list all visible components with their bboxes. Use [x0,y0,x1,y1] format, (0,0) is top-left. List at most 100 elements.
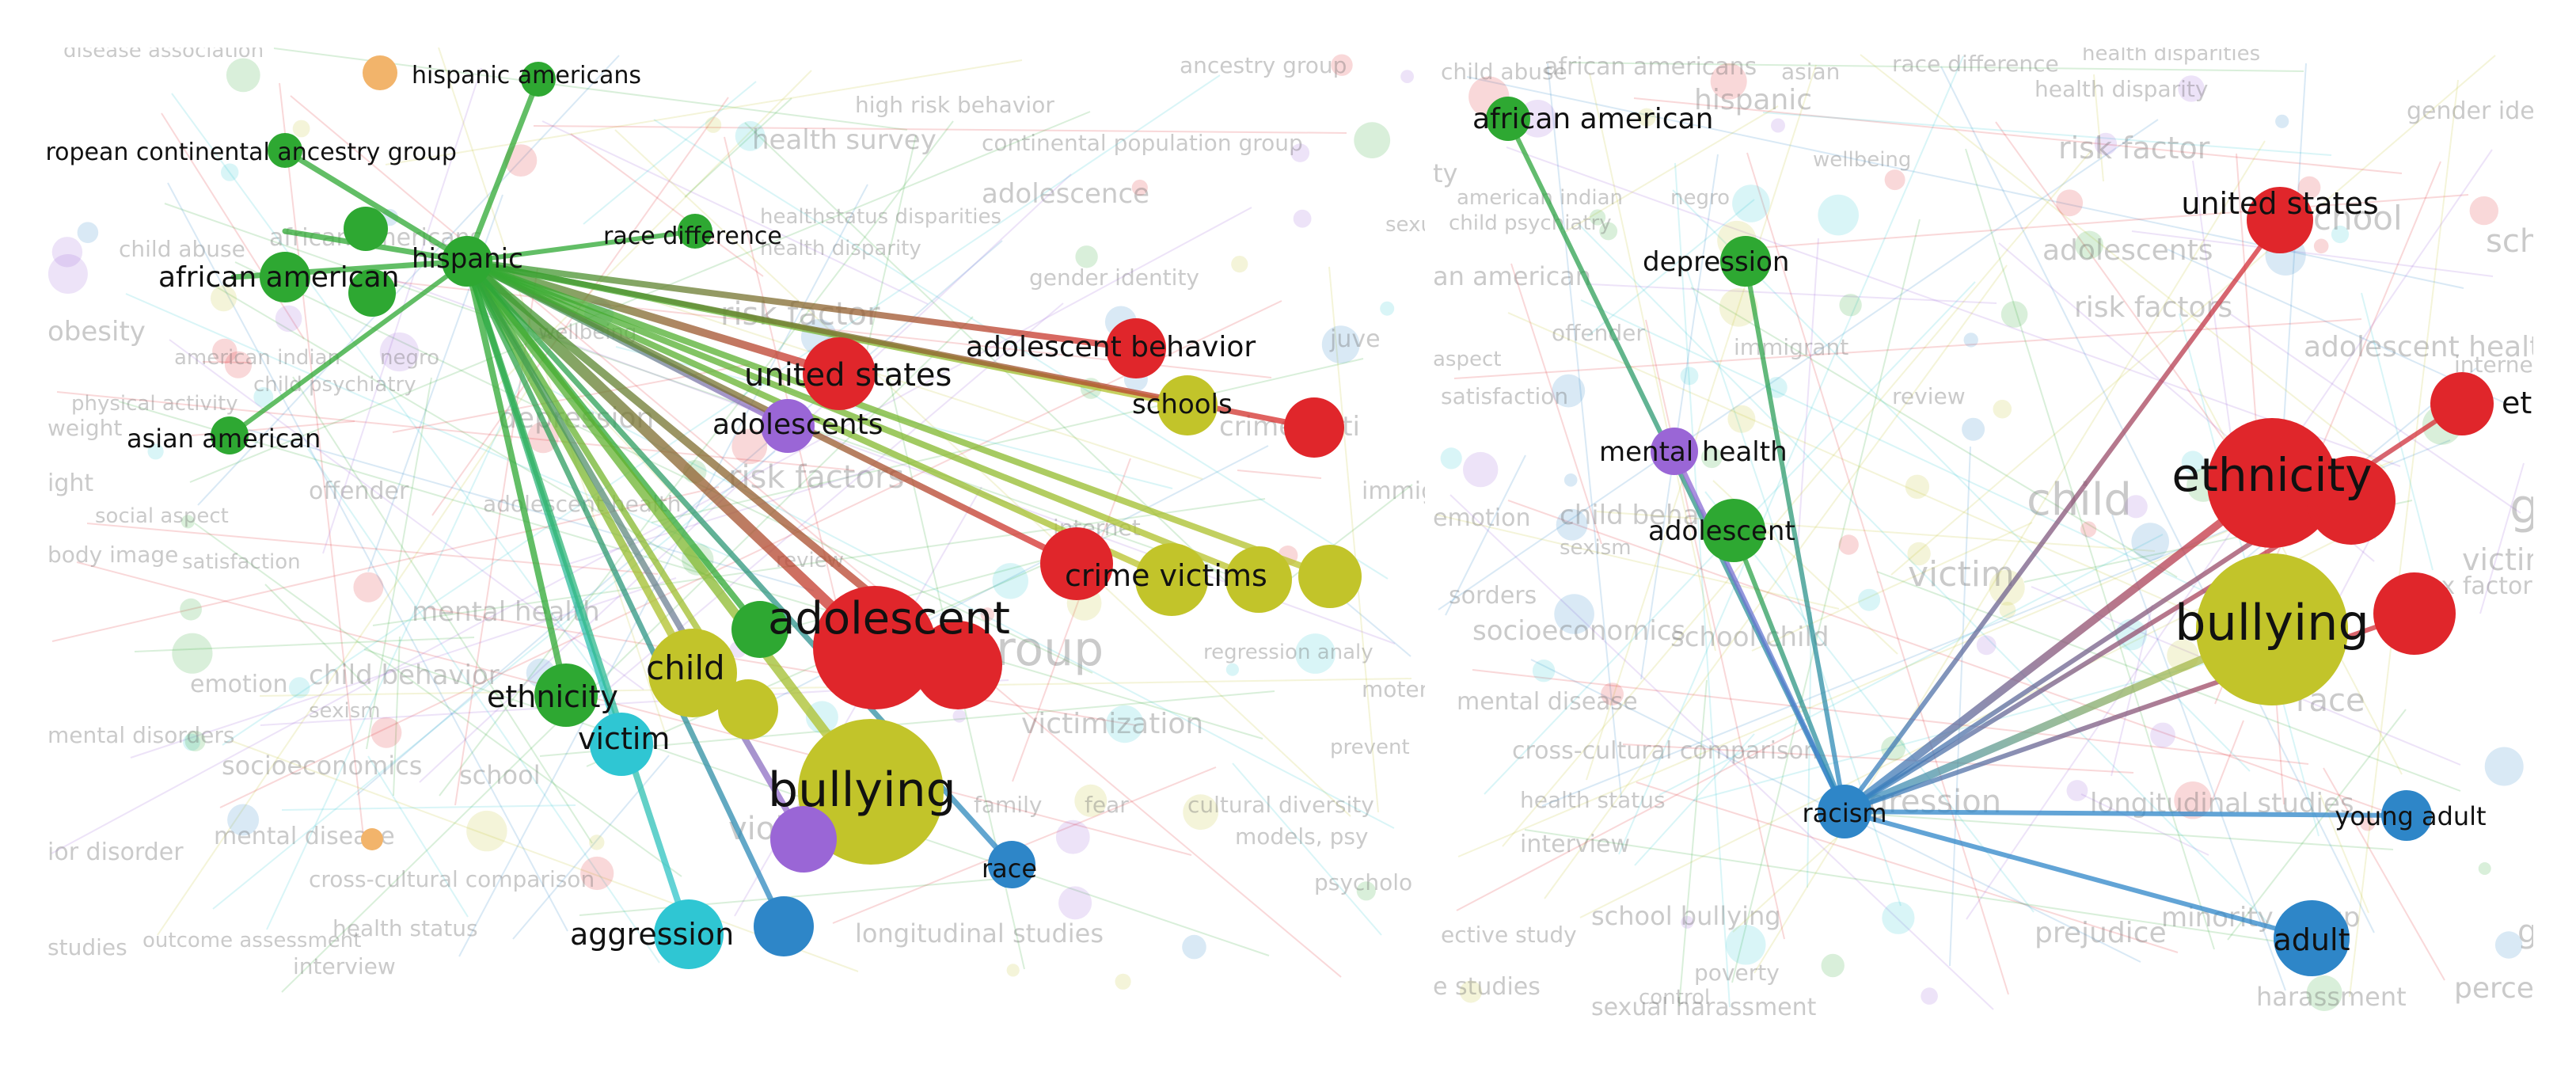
background-edge [1678,679,1708,1007]
background-label-satisfaction: satisfaction [1441,383,1568,409]
node-adult[interactable] [2274,900,2350,976]
background-label-emotion: emotion [1433,504,1531,532]
node-race-difference[interactable] [678,214,712,249]
background-label-perceptio: perceptio [2454,972,2533,1005]
background-node [1231,256,1248,273]
background-label-moter: moter [1362,676,1425,702]
node-crime-victims-2[interactable] [1225,546,1292,613]
background-node [1552,374,1586,408]
background-node [221,163,239,181]
background-edge [1445,454,1526,616]
background-edge [281,316,974,993]
background-node [2000,301,2028,328]
background-node [1732,184,1770,222]
node-schools[interactable] [1157,375,1218,435]
background-node [183,733,200,751]
background-node [2131,523,2169,561]
node-adolescent[interactable] [813,586,937,709]
edge-to-ethnicity [464,258,569,698]
background-edge [427,607,1137,726]
node-ethnicity[interactable] [1702,499,1765,562]
node-european-continental-ancestry-group[interactable] [268,133,302,168]
node-victim[interactable] [590,713,653,776]
label-african-american: african american [1472,103,1713,135]
node-united-states[interactable] [803,337,876,410]
background-node [2331,225,2350,244]
node-mental-health[interactable] [1651,428,1698,475]
node-child-2[interactable] [718,679,778,740]
node-crime-victims-3[interactable] [1298,545,1362,608]
background-edge [1658,534,2164,796]
node-bullying-red[interactable] [2373,572,2456,655]
background-node [1563,473,1578,487]
label-racism: racism [1802,798,1886,828]
node-adolescent-behavior[interactable] [1106,318,1166,378]
node-crime-victims-yellow[interactable] [1135,543,1208,616]
network-panel-right: child abuse african americans race differe… [1433,48,2533,1021]
node-hispanic[interactable] [442,236,492,287]
node-aggression[interactable] [654,899,724,969]
node-crime-victi[interactable] [1284,397,1344,458]
background-label-health-disparities: health disparities [2082,48,2260,66]
background-node [1115,973,1131,990]
background-node [2181,451,2205,473]
node-hispanic-americans[interactable] [521,62,556,97]
node-african-american[interactable] [1486,97,1530,141]
background-node [1681,915,1694,929]
background-label-risk-factor: risk factor [2058,131,2210,165]
node-hispanic-2[interactable] [348,269,396,317]
background-node [1463,451,1499,488]
background-node [1380,301,1395,316]
node-adolescent-2[interactable] [914,621,1002,709]
node-african-american[interactable] [260,252,310,302]
background-edge [393,636,401,797]
node-x[interactable] [361,828,383,850]
label-hispanic: hispanic [412,243,523,275]
background-edge [1860,54,2386,470]
background-label-interview: interview [293,953,396,979]
node-young-adult[interactable] [2381,790,2432,841]
node-adolescent-green[interactable] [731,601,788,658]
label-united-states: united states [744,357,952,394]
background-label-school-child: school child [1670,622,1829,653]
background-edge [1589,73,1716,652]
node-bullying-purple[interactable] [770,806,837,873]
background-edge [1502,150,2092,847]
background-edge [541,120,929,305]
background-node [527,421,559,454]
node-aggression-blue[interactable] [754,896,814,956]
background-node [1999,602,2016,618]
node-african-americans[interactable] [344,207,388,251]
network-graph-left: disease association ancestry group high ri… [47,48,1425,993]
background-label-longitudinal-studies: longitudinal studies [855,918,1104,949]
node-ethnic-groups[interactable] [2430,372,2494,435]
background-edge [1510,263,1602,545]
background-edge [1586,199,1755,337]
background-node [1976,635,1997,656]
node-asian-american[interactable] [211,416,249,454]
node-adolescents[interactable] [761,399,815,453]
node-adolescent-2[interactable] [2307,456,2396,545]
node-racism[interactable] [1818,785,1871,838]
node-race[interactable] [988,841,1035,888]
background-label-child-abuse: child abuse [119,236,245,262]
label-hispanic-americans: hispanic americans [412,62,641,89]
background-edge [1578,223,2301,956]
node-crime-victims-red[interactable] [1040,527,1113,600]
node-adolescent[interactable] [2207,418,2337,548]
edge-to-aggression-blue [464,258,787,930]
node-ethnicity[interactable] [534,663,598,727]
node-disease-association-dot[interactable] [363,55,397,90]
node-bullying[interactable] [2196,553,2348,705]
highlight-edges [227,76,1333,937]
background-node [1131,179,1148,196]
background-edge [1852,812,2394,850]
node-united-states[interactable] [2247,187,2313,253]
background-node [292,120,310,138]
node-child[interactable] [648,629,737,717]
background-edge [51,207,1252,854]
node-depression[interactable] [1720,236,1771,287]
label-ethnicity: ethnicity [2171,448,2372,502]
background-label-health-disparity: health disparity [760,237,921,260]
background-edge [1757,194,2469,249]
